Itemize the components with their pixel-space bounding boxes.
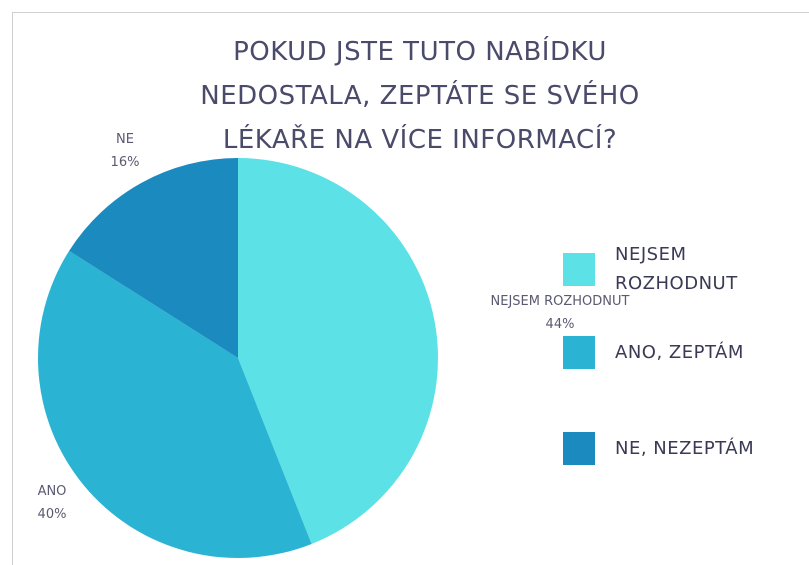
pie-slice bbox=[69, 158, 238, 358]
legend-swatch bbox=[563, 252, 595, 286]
data-label-name: NE bbox=[116, 132, 134, 147]
data-label-value: 16% bbox=[111, 155, 140, 170]
legend-item: NE, NEZEPTÁM bbox=[563, 432, 795, 465]
legend-label: NE, NEZEPTÁM bbox=[615, 438, 755, 459]
legend-label: NEJSEM ROZHODNUT bbox=[615, 244, 738, 294]
legend-item: ANO, ZEPTÁM bbox=[563, 336, 795, 369]
data-label-name: NEJSEM ROZHODNUT bbox=[491, 294, 630, 309]
legend-label: ANO, ZEPTÁM bbox=[615, 342, 744, 363]
data-label-name: ANO bbox=[38, 484, 67, 499]
data-label-value: 44% bbox=[546, 317, 575, 332]
chart-title: POKUD JSTE TUTO NABÍDKU NEDOSTALA, ZEPTÁ… bbox=[200, 37, 640, 155]
legend-swatch bbox=[563, 336, 595, 369]
data-label-value: 40% bbox=[38, 507, 67, 522]
pie-slice bbox=[37, 250, 312, 559]
pie-slice bbox=[238, 158, 439, 544]
legend-swatch bbox=[563, 432, 595, 465]
legend-item: NEJSEM ROZHODNUT bbox=[563, 240, 755, 298]
frame bbox=[12, 12, 809, 565]
